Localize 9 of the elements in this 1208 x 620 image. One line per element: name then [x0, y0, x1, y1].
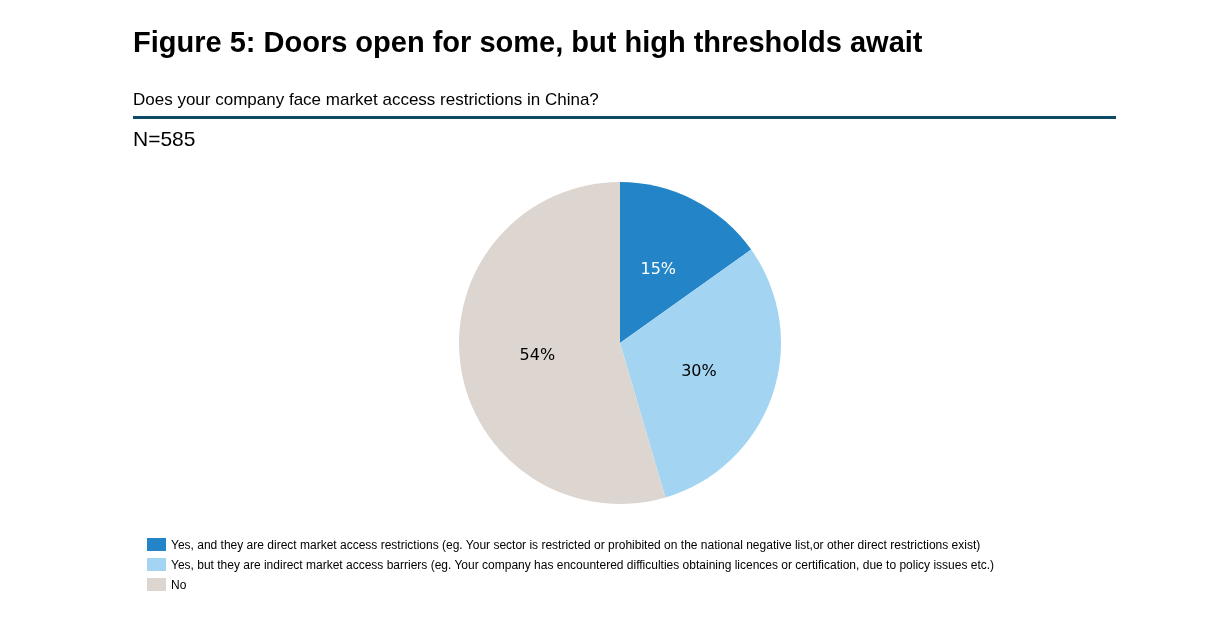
text: N=585	[133, 127, 196, 151]
legend-label: No	[171, 577, 187, 592]
chart-title: Figure 5: Doors open for some, but high thresholds await	[133, 26, 923, 59]
data-label: 30%	[681, 360, 717, 380]
data-label: 54%	[519, 345, 556, 365]
legend-label: Yes, but they are indirect market access barriers (eg. Your company has encountered difficulties obtaining licences or certification, due to policy issues etc.)	[171, 557, 995, 572]
data-label: 15%	[640, 259, 677, 279]
legend-label: Yes, and they are direct market access restrictions (eg. Your sector is restricted or prohibited on the national negative list,or other direct restrictions exist)	[171, 537, 981, 552]
chart-subtitle: Does your company face market access restrictions in China?	[133, 90, 1116, 119]
